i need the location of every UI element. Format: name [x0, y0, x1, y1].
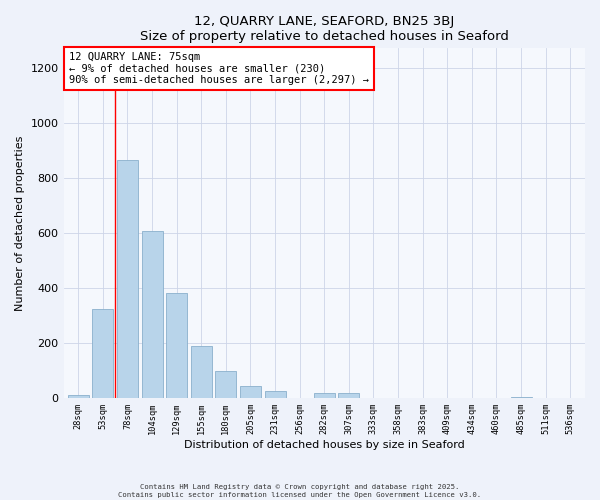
Bar [191, 346, 212, 398]
Text: Contains HM Land Registry data © Crown copyright and database right 2025.
Contai: Contains HM Land Registry data © Crown c… [118, 484, 482, 498]
Text: 12 QUARRY LANE: 75sqm
← 9% of detached houses are smaller (230)
90% of semi-deta: 12 QUARRY LANE: 75sqm ← 9% of detached h… [69, 52, 369, 85]
Bar [166, 294, 187, 398]
Bar [314, 392, 335, 398]
Bar [338, 393, 359, 398]
X-axis label: Distribution of detached houses by size in Seaford: Distribution of detached houses by size … [184, 440, 464, 450]
Bar [265, 391, 286, 398]
Title: 12, QUARRY LANE, SEAFORD, BN25 3BJ
Size of property relative to detached houses : 12, QUARRY LANE, SEAFORD, BN25 3BJ Size … [140, 15, 509, 43]
Bar [215, 370, 236, 398]
Bar [240, 386, 261, 398]
Y-axis label: Number of detached properties: Number of detached properties [15, 136, 25, 311]
Bar [68, 396, 89, 398]
Bar [92, 308, 113, 398]
Bar [117, 160, 138, 398]
Bar [142, 232, 163, 398]
